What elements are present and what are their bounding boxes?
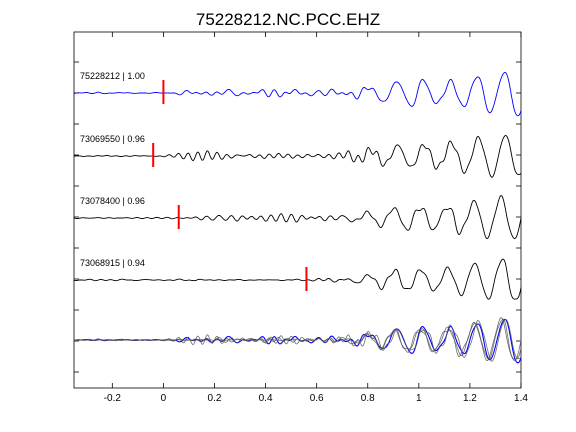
chart-title: 75228212.NC.PCC.EHZ bbox=[196, 10, 380, 29]
trace-line bbox=[73, 71, 522, 117]
trace-line bbox=[73, 195, 522, 240]
traces-group: 75228212 | 1.00 73069550 | 0.96 73078400 |… bbox=[73, 71, 522, 364]
trace-line bbox=[74, 135, 522, 178]
trace-label: 75228212 | 1.00 bbox=[80, 71, 145, 81]
x-tick-label: 0.2 bbox=[208, 393, 222, 404]
stack-trace bbox=[73, 318, 522, 364]
x-tick-label: 1.2 bbox=[463, 393, 477, 404]
trace-label: 73068915 | 0.94 bbox=[80, 258, 145, 268]
trace-label: 73078400 | 0.96 bbox=[80, 196, 145, 206]
x-axis: -0.2 0 0.2 0.4 0.6 0.8 1 1.2 1.4 bbox=[104, 32, 528, 404]
x-tick-label: 1 bbox=[416, 393, 422, 404]
x-tick-label: 0 bbox=[161, 393, 167, 404]
trace-line bbox=[73, 258, 522, 300]
x-tick-label: 0.8 bbox=[361, 393, 375, 404]
x-tick-label: 0.4 bbox=[259, 393, 273, 404]
plot-area bbox=[73, 31, 522, 389]
x-tick-label: 0.6 bbox=[310, 393, 324, 404]
stack-trace bbox=[73, 318, 522, 360]
x-tick-label: 1.4 bbox=[514, 393, 528, 404]
x-tick-label: -0.2 bbox=[104, 393, 122, 404]
trace-label: 73069550 | 0.96 bbox=[80, 134, 145, 144]
